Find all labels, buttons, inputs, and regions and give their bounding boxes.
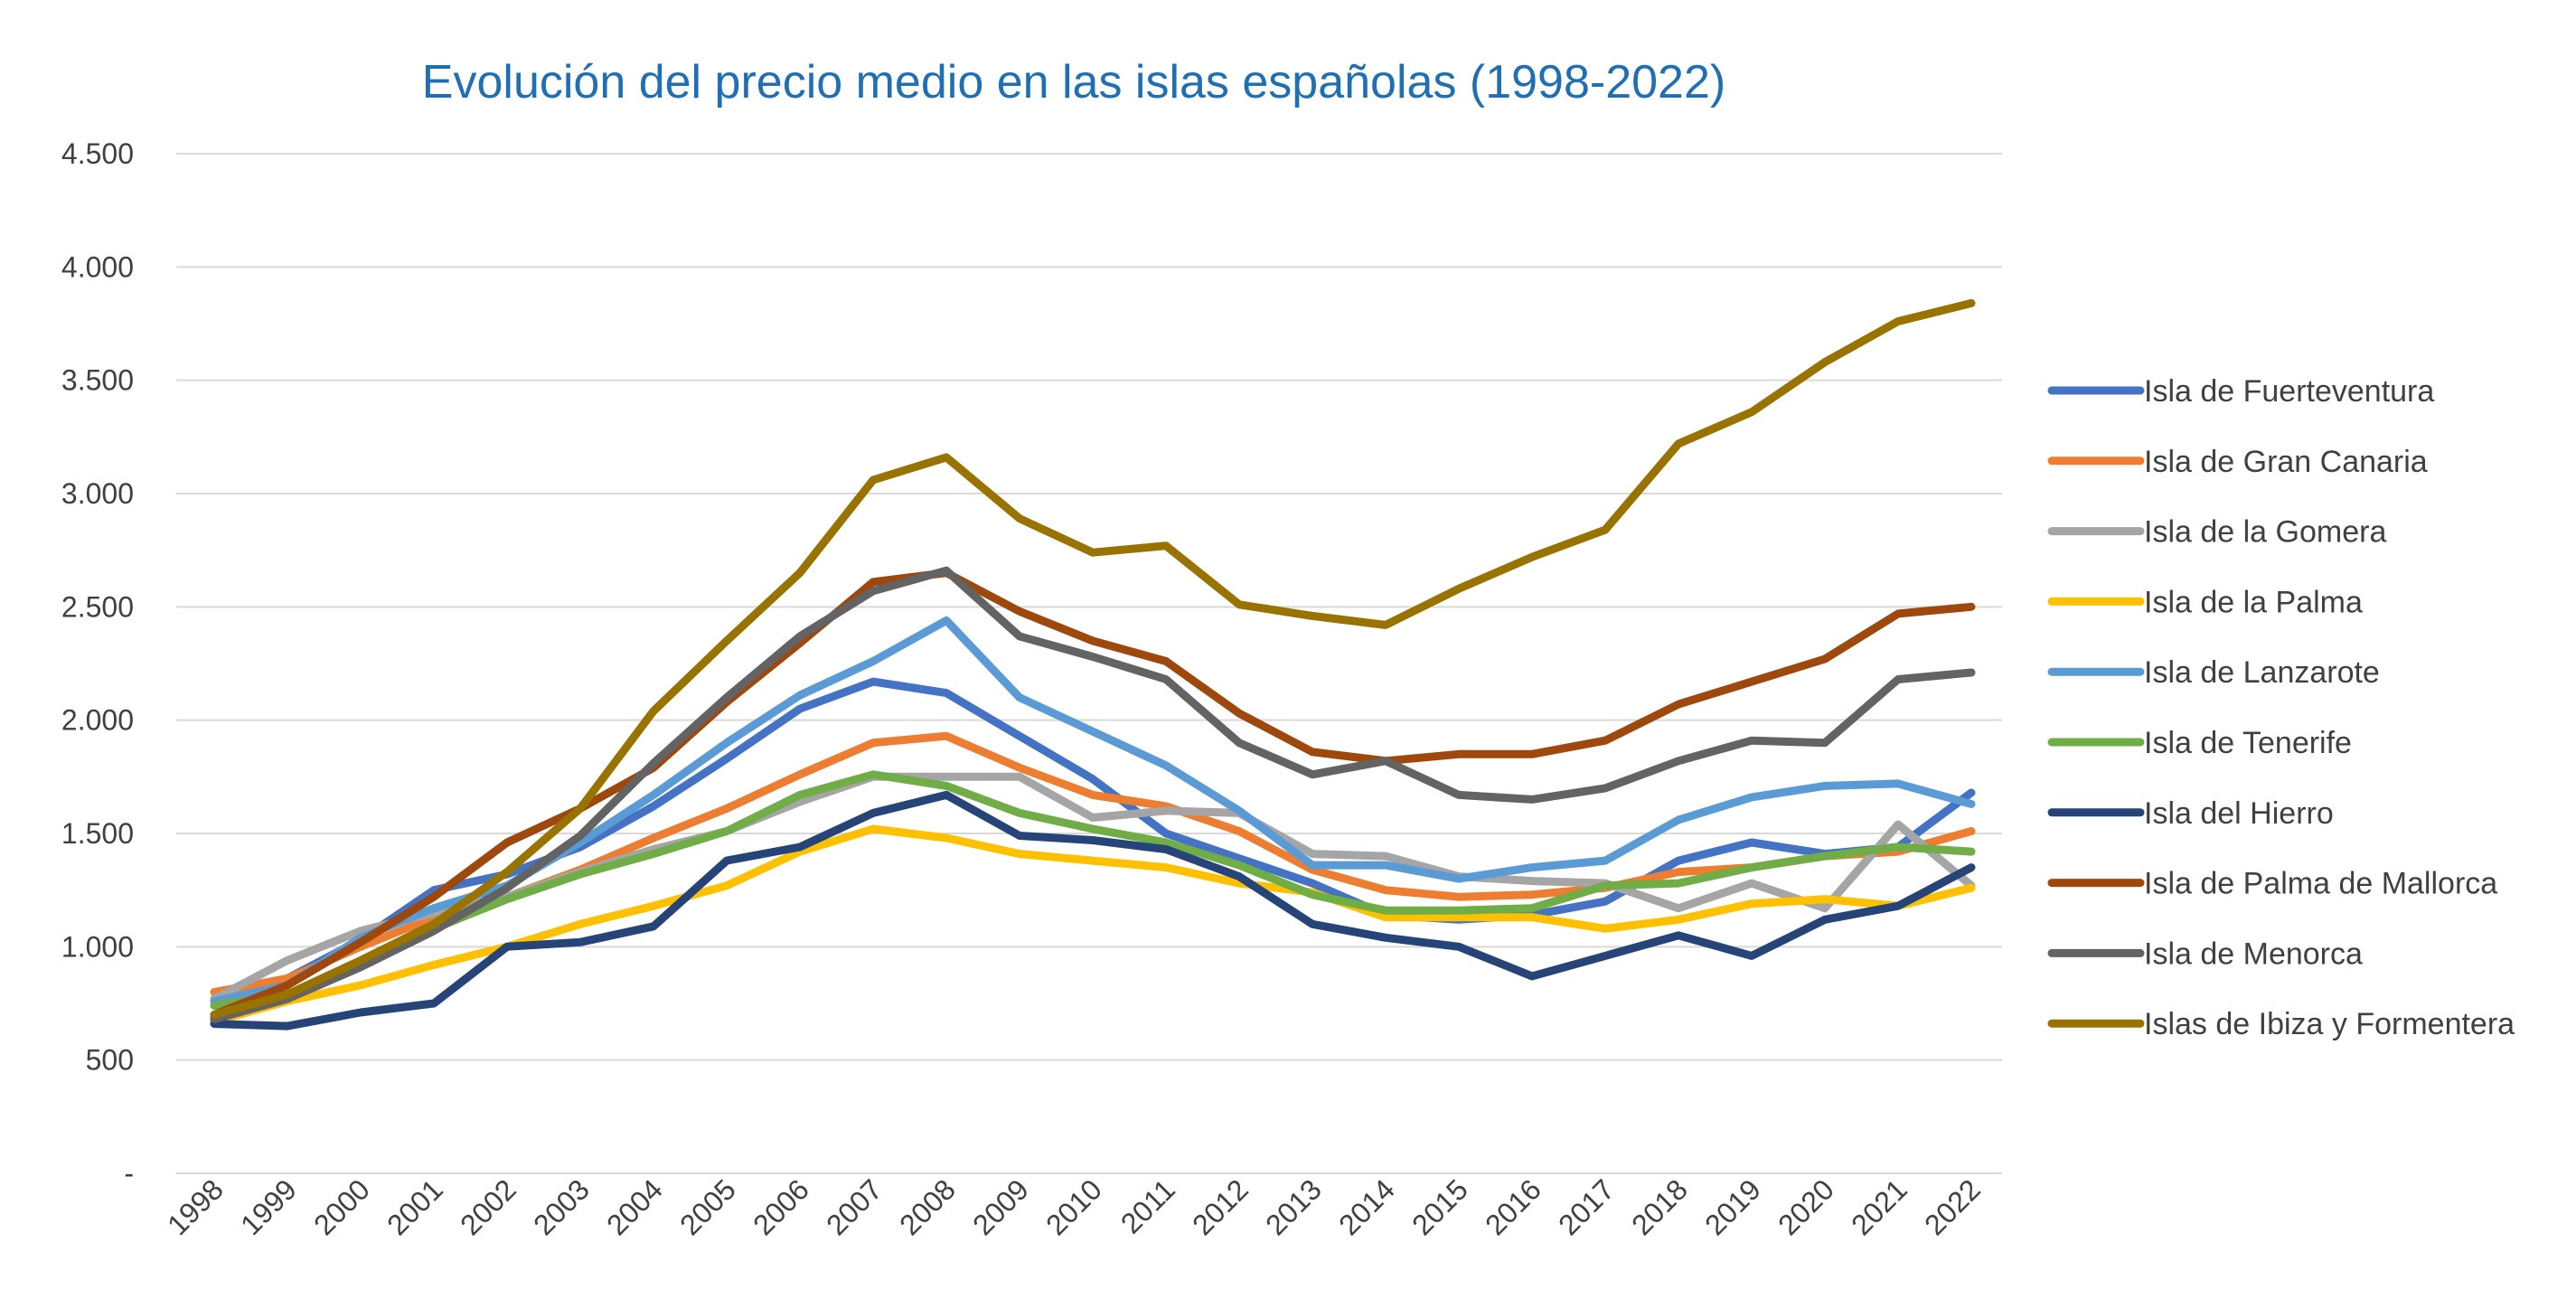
legend-label: Isla del Hierro bbox=[2144, 796, 2334, 831]
y-tick-label: 4.000 bbox=[61, 250, 134, 283]
grid bbox=[176, 153, 2002, 1174]
legend-label: Isla de Fuerteventura bbox=[2144, 374, 2434, 409]
x-tick-label: 2002 bbox=[454, 1172, 522, 1241]
x-tick-label: 2013 bbox=[1259, 1172, 1328, 1241]
series-line-isla-de-la-palma bbox=[210, 824, 1976, 1026]
y-tick-label: 500 bbox=[86, 1044, 134, 1077]
y-tick-label: 3.000 bbox=[61, 477, 134, 510]
x-tick-label: 2009 bbox=[966, 1172, 1035, 1241]
x-tick-label: 2006 bbox=[747, 1172, 815, 1241]
x-tick-label: 2015 bbox=[1406, 1172, 1474, 1241]
x-tick-label: 2019 bbox=[1698, 1172, 1767, 1241]
y-tick-label: - bbox=[124, 1157, 134, 1190]
x-tick-label: 2016 bbox=[1479, 1172, 1547, 1241]
legend-label: Isla de Gran Canaria bbox=[2144, 445, 2428, 479]
series-lines bbox=[210, 298, 1976, 1031]
legend-label: Isla de Lanzarote bbox=[2144, 655, 2380, 690]
y-tick-label: 2.000 bbox=[61, 704, 134, 737]
x-tick-label: 2017 bbox=[1552, 1172, 1621, 1241]
legend: Isla de Fuerteventura Isla de Gran Canari… bbox=[2047, 374, 2515, 1041]
series-line-islas-de-ibiza-y-formentera bbox=[210, 298, 1976, 1019]
x-tick-label: 2010 bbox=[1039, 1172, 1108, 1241]
y-tick-label: 1.500 bbox=[61, 817, 134, 850]
y-tick-label: 2.500 bbox=[61, 590, 134, 623]
x-tick-label: 2000 bbox=[307, 1172, 376, 1241]
x-tick-label: 2022 bbox=[1918, 1172, 1987, 1241]
x-tick-label: 2020 bbox=[1772, 1172, 1840, 1241]
x-tick-label: 2001 bbox=[381, 1172, 449, 1241]
legend-label: Isla de Palma de Mallorca bbox=[2144, 867, 2497, 901]
legend-label: Isla de la Palma bbox=[2144, 585, 2363, 619]
series-line-isla-de-tenerife bbox=[210, 770, 1976, 1010]
x-tick-label: 2003 bbox=[527, 1172, 596, 1241]
x-tick-label: 2005 bbox=[673, 1172, 742, 1241]
x-tick-label: 2014 bbox=[1332, 1172, 1401, 1241]
series-line-isla-del-hierro bbox=[210, 790, 1976, 1031]
x-tick-label: 2011 bbox=[1114, 1172, 1181, 1239]
legend-label: Isla de Menorca bbox=[2144, 937, 2363, 971]
series-line-isla-de-palma-de-mallorca bbox=[210, 569, 1976, 1019]
y-axis-ticks: - 500 1.000 1.500 2.000 2.500 3.000 3.500 4.000 4… bbox=[61, 137, 134, 1190]
x-tick-label: 1999 bbox=[234, 1172, 303, 1241]
x-tick-label: 1998 bbox=[161, 1172, 230, 1241]
chart-title: Evolución del precio medio en las islas … bbox=[422, 56, 1725, 108]
x-tick-label: 2007 bbox=[820, 1172, 888, 1241]
y-tick-label: 3.500 bbox=[61, 364, 134, 397]
x-tick-label: 2018 bbox=[1625, 1172, 1694, 1241]
x-axis-ticks: 1998 1999 2000 2001 2002 2003 2004 2005 2006 2007… bbox=[161, 1172, 1987, 1241]
y-tick-label: 4.500 bbox=[61, 137, 134, 170]
x-tick-label: 2012 bbox=[1186, 1172, 1255, 1241]
legend-label: Isla de Tenerife bbox=[2144, 726, 2352, 760]
legend-label: Isla de la Gomera bbox=[2144, 515, 2386, 550]
y-tick-label: 1.000 bbox=[61, 930, 134, 963]
x-tick-label: 2021 bbox=[1845, 1172, 1913, 1241]
x-tick-label: 2008 bbox=[893, 1172, 962, 1241]
legend-label: Islas de Ibiza y Formentera bbox=[2144, 1007, 2515, 1041]
series-line-isla-de-menorca bbox=[210, 566, 1976, 1023]
x-tick-label: 2004 bbox=[600, 1172, 669, 1241]
